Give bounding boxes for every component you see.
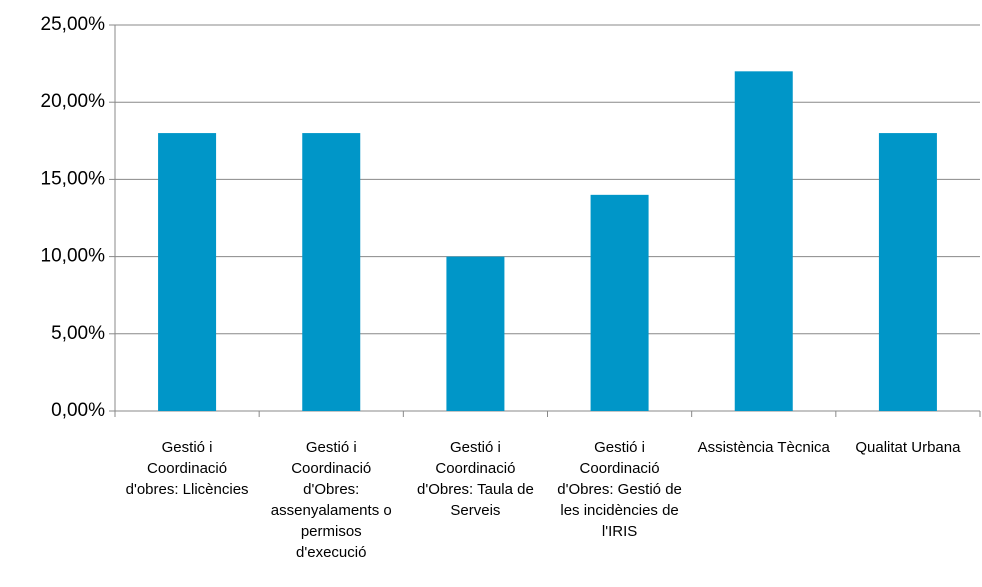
x-tick-label: Gestió i Coordinació d'Obres: Gestió de … <box>557 439 682 540</box>
bar <box>878 133 937 411</box>
bar <box>446 256 505 411</box>
x-tick-label: Gestió i Coordinació d'obres: Llicències <box>125 439 249 498</box>
bar <box>158 133 217 411</box>
y-tick-label: 25,00% <box>41 14 106 35</box>
y-tick-label: 15,00% <box>41 168 106 189</box>
bar <box>302 133 361 411</box>
bar <box>590 194 649 411</box>
bar <box>734 71 793 411</box>
x-tick-label: Gestió i Coordinació d'Obres: assenyalam… <box>270 439 392 561</box>
x-tick-label: Assistència Tècnica <box>697 439 830 456</box>
y-tick-label: 0,00% <box>51 400 105 421</box>
y-tick-label: 20,00% <box>41 91 106 112</box>
y-tick-label: 5,00% <box>51 323 105 344</box>
x-tick-label: Qualitat Urbana <box>855 439 961 456</box>
x-tick-label: Gestió i Coordinació d'Obres: Taula de S… <box>416 439 534 519</box>
y-tick-label: 10,00% <box>41 246 106 267</box>
